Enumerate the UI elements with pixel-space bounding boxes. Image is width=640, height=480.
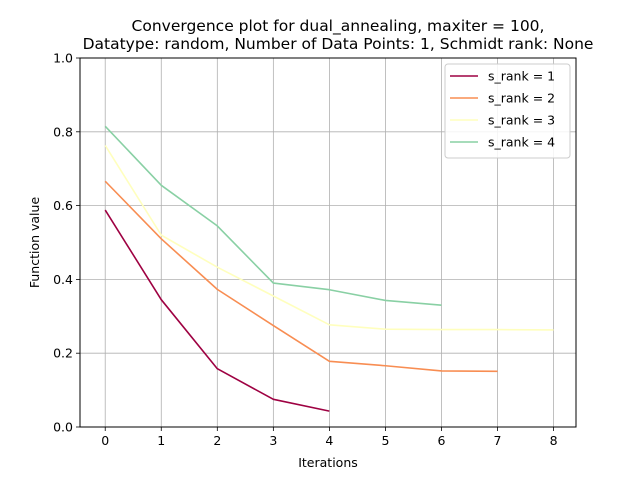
x-tick-label: 2 bbox=[213, 433, 221, 448]
x-tick-label: 7 bbox=[494, 433, 502, 448]
legend-label: s_rank = 1 bbox=[488, 69, 555, 84]
legend-label: s_rank = 3 bbox=[488, 113, 555, 128]
legend: s_rank = 1 s_rank = 2 s_rank = 3 s_rank = 4 bbox=[444, 63, 571, 159]
series-line-s-rank-4 bbox=[104, 125, 442, 307]
series-lines bbox=[104, 125, 554, 412]
x-tick-label: 4 bbox=[325, 433, 333, 448]
x-tick-label: 5 bbox=[381, 433, 389, 448]
ticks: 0 1 2 3 4 5 6 7 8 0.0 0.2 0.4 0.6 0.8 1.0 bbox=[53, 51, 557, 449]
series-line-s-rank-3 bbox=[104, 145, 554, 331]
chart-subtitle: Datatype: random, Number of Data Points:… bbox=[83, 35, 594, 53]
legend-box bbox=[444, 63, 571, 159]
series-line-s-rank-2 bbox=[104, 180, 498, 373]
x-axis-label: Iterations bbox=[298, 455, 358, 470]
plot-frame bbox=[79, 57, 577, 428]
y-tick-label: 0.0 bbox=[53, 420, 73, 435]
series-line-s-rank-1 bbox=[104, 209, 330, 412]
x-tick-label: 8 bbox=[550, 433, 558, 448]
y-tick-label: 1.0 bbox=[53, 51, 73, 66]
y-tick-label: 0.8 bbox=[53, 124, 73, 139]
legend-label: s_rank = 4 bbox=[488, 135, 555, 150]
x-tick-label: 3 bbox=[269, 433, 277, 448]
y-tick-label: 0.4 bbox=[53, 272, 73, 287]
chart-title: Convergence plot for dual_annealing, max… bbox=[132, 17, 545, 36]
y-tick-label: 0.2 bbox=[53, 346, 73, 361]
y-axis-label: Function value bbox=[27, 197, 42, 289]
y-tick-label: 0.6 bbox=[53, 198, 73, 213]
x-tick-label: 6 bbox=[438, 433, 446, 448]
x-tick-label: 0 bbox=[101, 433, 109, 448]
legend-label: s_rank = 2 bbox=[488, 91, 555, 106]
x-tick-label: 1 bbox=[157, 433, 165, 448]
